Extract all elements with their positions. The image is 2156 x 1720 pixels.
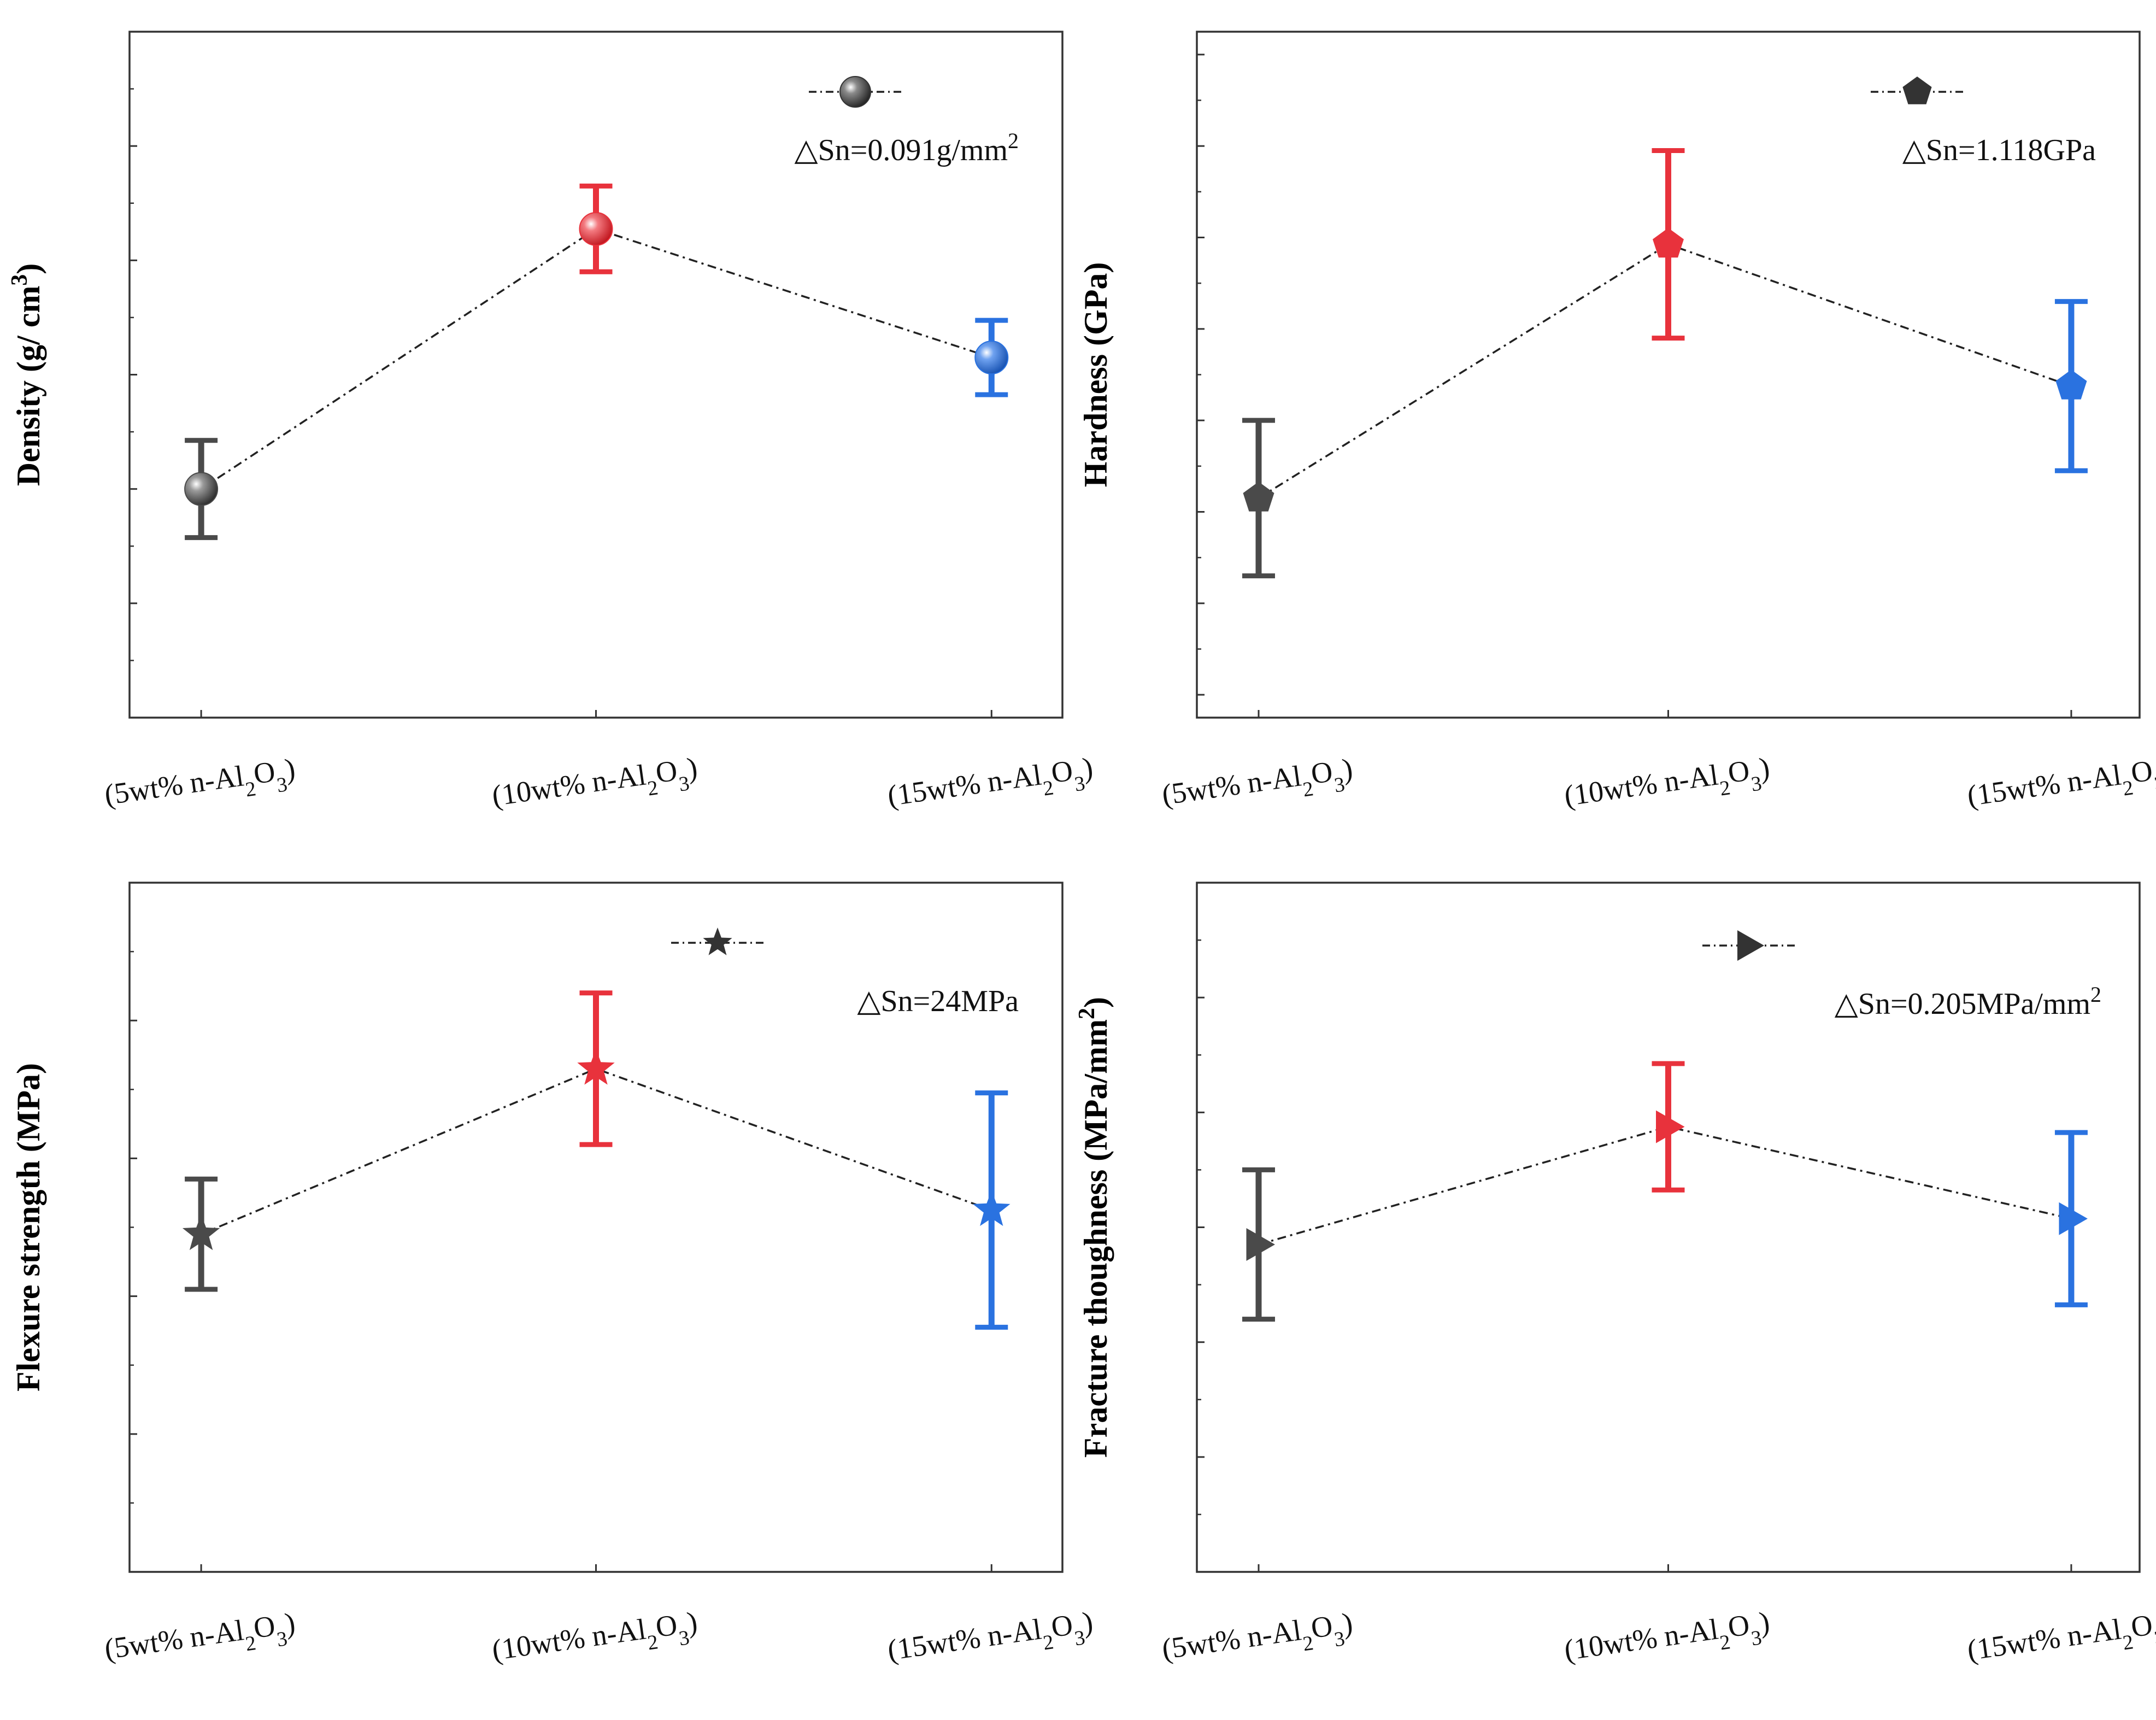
- y-axis-title: Density (g/ cm3): [7, 263, 46, 486]
- y-axis-title-text: Density (g/ cm: [10, 286, 46, 486]
- y-axis-title: Fracture thoughness (MPa/mm2): [1074, 997, 1114, 1458]
- x-tick-composition: (5wt% n-Al2O3): [1160, 752, 1356, 821]
- composition-material: n-Al: [180, 759, 246, 800]
- data-point: [184, 472, 219, 506]
- composition-material: n-Al: [1238, 759, 1303, 800]
- composition-percent: (15wt%: [885, 767, 983, 812]
- composition-material: n-Al: [2058, 758, 2123, 799]
- data-point: [577, 1049, 615, 1085]
- legend-marker: [703, 927, 732, 955]
- x-tick-composition: (10wt% n-Al2O3): [1562, 1605, 1773, 1676]
- composition-oxygen: O: [654, 754, 679, 789]
- data-point: [1243, 482, 1274, 512]
- composition-oxygen: O: [1726, 754, 1752, 789]
- data-point: [973, 1190, 1011, 1226]
- composition-material: n-Al: [583, 1612, 648, 1653]
- composition-subscript: 3: [2153, 1626, 2156, 1650]
- data-point: [579, 212, 613, 246]
- composition-oxygen: O: [251, 1609, 277, 1645]
- chart-panel-c: (5wt% n-Al2O3) (10wt% n-Al2O3) (15wt% n-Al…: [10, 882, 1096, 1676]
- chart-panel-b: (5wt% n-Al2O3) (10wt% n-Al2O3) (15wt% n-Al…: [1078, 31, 2156, 822]
- y-axis-title-close: ): [1078, 997, 1114, 1008]
- x-tick-composition: (15wt% n-Al2O3): [1965, 1605, 2156, 1676]
- composition-material: n-Al: [2058, 1612, 2123, 1653]
- y-axis-title-text: Fracture thoughness (MPa/mm: [1078, 1019, 1114, 1458]
- composition-material: n-Al: [1655, 758, 1720, 799]
- composition-oxygen: O: [2129, 754, 2154, 789]
- data-point: [182, 1214, 220, 1251]
- delta-annotation-text: △Sn=24MPa: [857, 984, 1019, 1018]
- y-axis-title: Hardness (GPa): [1078, 262, 1114, 488]
- composition-oxygen: O: [654, 1608, 679, 1643]
- x-tick-composition: (10wt% n-Al2O3): [490, 751, 701, 822]
- composition-percent: (10wt%: [490, 1621, 587, 1666]
- delta-annotation: △Sn=0.205MPa/mm2: [1835, 982, 2101, 1022]
- delta-annotation-superscript: 2: [2090, 982, 2101, 1007]
- series-line: [1258, 243, 2072, 499]
- composition-percent: (5wt%: [1160, 768, 1242, 811]
- y-axis-title: Flexure strength (MPa): [10, 1063, 46, 1392]
- composition-percent: (5wt%: [1160, 1622, 1242, 1665]
- x-tick-composition: (5wt% n-Al2O3): [102, 1606, 298, 1675]
- x-tick-composition: (10wt% n-Al2O3): [1562, 751, 1773, 822]
- composition-percent: (15wt%: [1965, 767, 2063, 812]
- delta-annotation-text: △Sn=0.091g/mm: [795, 133, 1008, 167]
- composition-percent: (10wt%: [490, 767, 587, 812]
- composition-oxygen: O: [1309, 755, 1335, 790]
- data-point: [2059, 1202, 2088, 1235]
- data-point: [974, 341, 1009, 375]
- y-axis-title-text: Hardness (GPa): [1078, 262, 1114, 488]
- x-tick-composition: (15wt% n-Al2O3): [885, 751, 1096, 822]
- x-tick-composition: (5wt% n-Al2O3): [102, 752, 298, 821]
- composition-oxygen: O: [1726, 1608, 1752, 1643]
- composition-oxygen: O: [251, 755, 277, 790]
- composition-percent: (10wt%: [1562, 1621, 1659, 1666]
- composition-percent: (15wt%: [885, 1621, 983, 1666]
- delta-annotation-text: △Sn=1.118GPa: [1902, 133, 2096, 167]
- legend-marker: [839, 76, 871, 108]
- data-point: [1653, 228, 1684, 258]
- delta-annotation-text: △Sn=0.205MPa/mm: [1835, 987, 2090, 1021]
- composition-material: n-Al: [1238, 1613, 1303, 1654]
- composition-material: n-Al: [978, 758, 1044, 799]
- chart-panel-a: (5wt% n-Al2O3) (10wt% n-Al2O3) (15wt% n-Al…: [7, 31, 1096, 822]
- x-tick-composition: (5wt% n-Al2O3): [1160, 1606, 1356, 1675]
- composition-percent: (10wt%: [1562, 767, 1659, 812]
- composition-oxygen: O: [1049, 754, 1075, 789]
- delta-annotation-superscript: 2: [1008, 128, 1019, 153]
- composition-material: n-Al: [180, 1613, 246, 1654]
- x-tick-composition: (15wt% n-Al2O3): [1965, 751, 2156, 822]
- x-tick-composition: (10wt% n-Al2O3): [490, 1605, 701, 1676]
- y-axis-title-text: Flexure strength (MPa): [10, 1063, 46, 1392]
- y-axis-title-superscript: 3: [7, 274, 32, 286]
- composition-material: n-Al: [978, 1612, 1044, 1653]
- delta-annotation: △Sn=1.118GPa: [1902, 133, 2096, 167]
- composition-subscript: 3: [2153, 772, 2156, 796]
- composition-oxygen: O: [1049, 1608, 1075, 1643]
- data-point: [2055, 369, 2087, 400]
- data-point: [1656, 1110, 1685, 1143]
- delta-annotation: △Sn=0.091g/mm2: [795, 128, 1019, 168]
- composition-oxygen: O: [1309, 1609, 1335, 1645]
- legend-marker: [1737, 930, 1764, 961]
- composition-percent: (5wt%: [102, 1622, 185, 1665]
- x-tick-composition: (15wt% n-Al2O3): [885, 1605, 1096, 1676]
- legend-marker: [1902, 77, 1932, 104]
- composition-material: n-Al: [583, 758, 648, 799]
- delta-annotation: △Sn=24MPa: [857, 984, 1019, 1018]
- axes-frame: [1196, 882, 2141, 1573]
- composition-oxygen: O: [2129, 1608, 2154, 1643]
- y-axis-title-superscript: 2: [1074, 1008, 1100, 1019]
- composition-percent: (5wt%: [102, 768, 185, 811]
- series-line: [1258, 1125, 2072, 1246]
- chart-panel-d: (5wt% n-Al2O3) (10wt% n-Al2O3) (15wt% n-Al…: [1074, 882, 2156, 1676]
- composition-material: n-Al: [1655, 1612, 1720, 1653]
- data-point: [1246, 1228, 1275, 1261]
- y-axis-title-close: ): [10, 263, 46, 274]
- composition-percent: (15wt%: [1965, 1621, 2063, 1666]
